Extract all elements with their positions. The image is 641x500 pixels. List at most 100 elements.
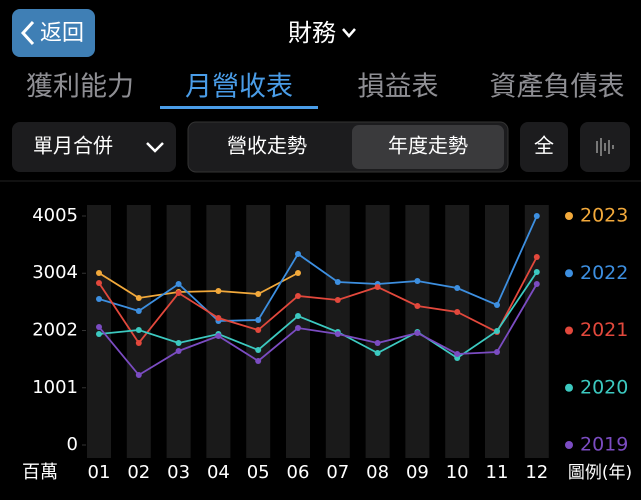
tab[interactable]: 月營收表: [185, 72, 293, 103]
data-point: [374, 349, 381, 356]
column-stripe: [445, 205, 470, 458]
y-tick-label: 2002: [32, 320, 78, 341]
data-point: [175, 290, 182, 297]
legend-swatch: [565, 326, 573, 335]
x-tick-label: 10: [446, 462, 469, 483]
data-point: [295, 325, 301, 332]
data-point: [175, 280, 182, 287]
legend-label: 2022: [580, 262, 628, 284]
x-tick-label: 01: [88, 462, 111, 483]
tab[interactable]: 損益表: [358, 72, 439, 103]
data-point: [414, 278, 421, 285]
data-point: [454, 284, 461, 291]
series-line: [98, 271, 538, 360]
data-point: [334, 296, 341, 303]
toggle-option[interactable]: 年度走勢: [388, 134, 468, 158]
x-tick-label: 08: [366, 462, 389, 483]
column-stripe: [286, 205, 310, 458]
y-tick-label: 1001: [32, 377, 78, 398]
x-tick-label: 05: [247, 462, 270, 483]
data-point: [96, 270, 102, 277]
data-point: [175, 347, 182, 354]
data-point: [533, 280, 540, 287]
data-point: [533, 213, 540, 219]
y-tick-label: 3004: [32, 262, 78, 283]
data-point: [135, 339, 142, 346]
data-point: [255, 317, 262, 324]
page-title[interactable]: 財務: [288, 19, 336, 47]
legend-swatch: [565, 441, 573, 449]
x-tick-label: 02: [127, 462, 150, 483]
data-point: [135, 307, 142, 314]
tab[interactable]: 獲利能力: [26, 72, 134, 103]
legend-swatch: [565, 212, 573, 220]
data-point: [295, 250, 301, 257]
legend-label: 2019: [580, 434, 628, 456]
legend-label: 2020: [580, 376, 628, 398]
data-point: [96, 295, 102, 302]
series-line: [98, 272, 299, 299]
all-label[interactable]: 全: [534, 134, 554, 158]
dropdown[interactable]: [12, 122, 176, 172]
column-stripe: [365, 205, 390, 458]
dropdown-label[interactable]: 單月合併: [33, 134, 113, 158]
data-point: [494, 327, 500, 334]
x-tick-label: 11: [486, 462, 509, 483]
data-point: [334, 331, 341, 338]
y-tick-label: 4005: [32, 205, 78, 226]
back-label[interactable]: 返回: [40, 21, 84, 46]
toggle-selected: [352, 125, 504, 169]
legend-swatch: [565, 383, 573, 392]
data-point: [135, 294, 142, 301]
x-tick-label: 04: [207, 462, 230, 483]
series-line: [98, 215, 538, 322]
data-point: [374, 339, 381, 346]
back-button[interactable]: [12, 9, 95, 57]
column-stripe: [524, 205, 549, 458]
title-chevron: [342, 28, 356, 38]
y-tick-label: 0: [67, 434, 78, 455]
data-point: [414, 329, 421, 336]
data-point: [295, 292, 301, 299]
data-point: [494, 301, 500, 308]
tab[interactable]: 資產負債表: [490, 72, 625, 103]
back-icon: [20, 20, 35, 46]
tab-underline: [160, 106, 318, 109]
series-line: [98, 283, 538, 377]
data-point: [334, 278, 341, 285]
column-stripe: [166, 205, 191, 458]
data-point: [215, 333, 222, 340]
data-point: [255, 290, 262, 297]
all-button[interactable]: [520, 122, 568, 172]
data-point: [96, 323, 102, 330]
data-point: [215, 315, 222, 322]
x-tick-label: 12: [525, 462, 548, 483]
data-point: [454, 350, 461, 357]
data-point: [295, 270, 301, 277]
legend-title: 圖例(年): [568, 463, 632, 483]
x-tick-label: 07: [326, 462, 349, 483]
dropdown-chevron: [146, 142, 164, 153]
data-point: [255, 327, 262, 334]
data-point: [215, 288, 222, 295]
data-point: [295, 313, 301, 320]
data-point: [374, 284, 381, 291]
data-point: [135, 327, 142, 334]
legend-label: 2023: [580, 205, 628, 227]
data-point: [96, 280, 102, 287]
data-point: [533, 253, 540, 260]
x-tick-label: 09: [406, 462, 429, 483]
series-line: [98, 256, 538, 345]
legend-swatch: [565, 269, 573, 278]
toggle-option[interactable]: 營收走勢: [227, 134, 307, 158]
data-point: [255, 346, 262, 353]
y-unit: 百萬: [22, 462, 58, 483]
data-point: [135, 372, 142, 379]
data-point: [175, 339, 182, 346]
sound-icon: [596, 138, 614, 156]
data-point: [96, 331, 102, 338]
x-tick-label: 06: [287, 462, 310, 483]
data-point: [533, 268, 540, 275]
